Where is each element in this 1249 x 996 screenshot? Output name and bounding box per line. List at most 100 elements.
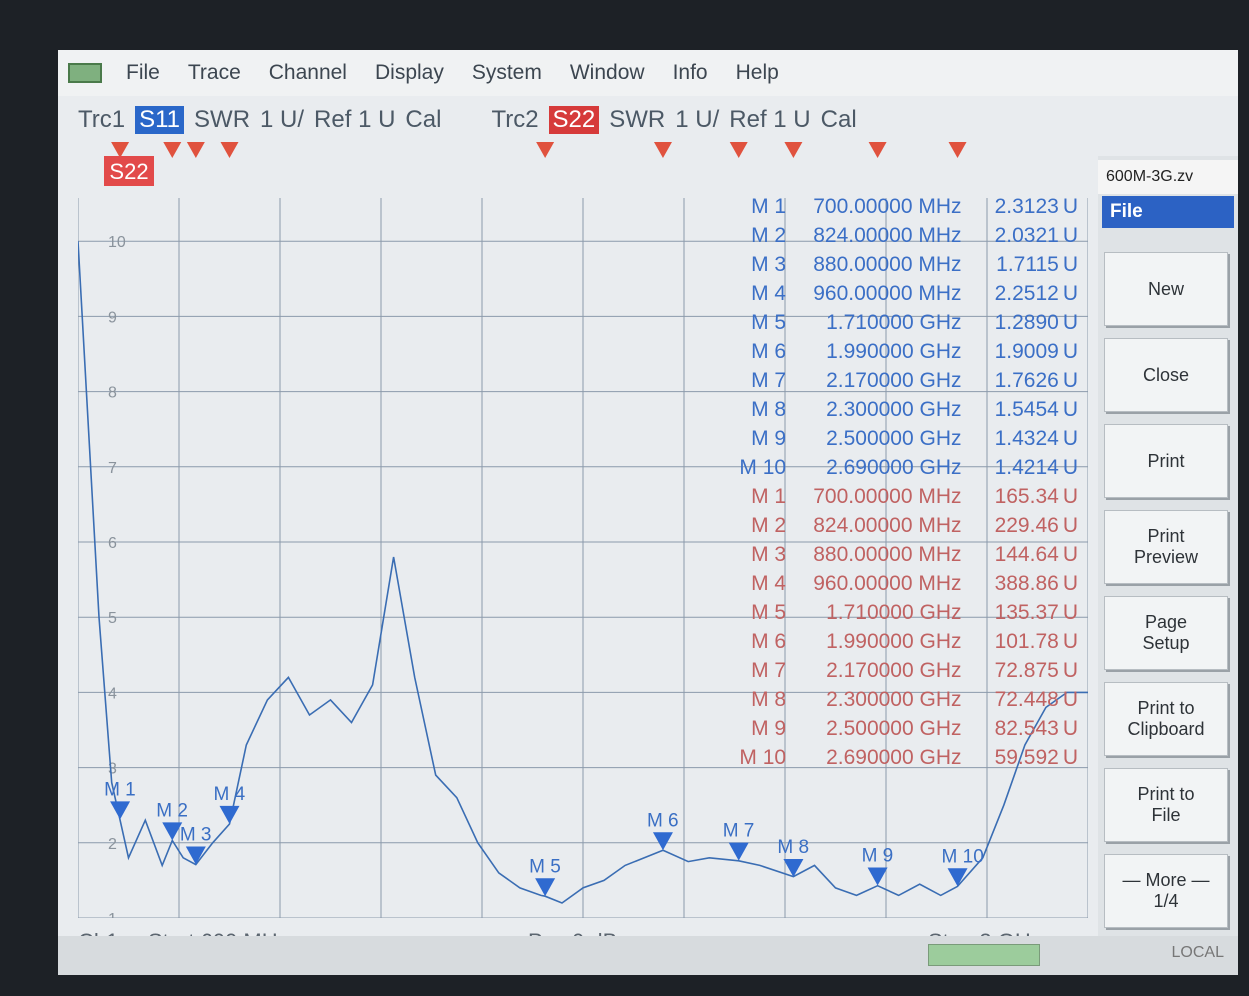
marker-value: 229.46 — [994, 514, 1059, 537]
marker-freq: 1.710000 GHz — [826, 601, 962, 624]
y-tick-label: 2 — [108, 836, 117, 853]
trace2-label[interactable]: Trc2 — [491, 106, 539, 133]
menu-info[interactable]: Info — [672, 61, 708, 84]
marker-row[interactable]: M 7 2.170000 GHz 72.875 U — [718, 656, 1078, 685]
marker-row[interactable]: M 4 960.00000 MHz 2.2512 U — [718, 279, 1078, 308]
marker-position-indicator — [111, 142, 130, 158]
page-setup-button[interactable]: Page Setup — [1104, 596, 1228, 670]
marker-freq: 700.00000 MHz — [813, 485, 962, 508]
marker-name: M 1 — [751, 485, 787, 508]
marker-row[interactable]: M 6 1.990000 GHz 1.9009 U — [718, 337, 1078, 366]
marker-row[interactable]: M 4 960.00000 MHz 388.86 U — [718, 569, 1078, 598]
marker-row[interactable]: M 8 2.300000 GHz 72.448 U — [718, 685, 1078, 714]
marker-unit: U — [1062, 746, 1078, 769]
marker-row[interactable]: M 2 824.00000 MHz 229.46 U — [718, 511, 1078, 540]
marker-position-indicator — [653, 142, 672, 158]
y-tick-label: 5 — [108, 610, 117, 627]
marker-triangle[interactable] — [867, 867, 888, 886]
vna-screen: File Trace Channel Display System Window… — [58, 50, 1238, 975]
marker-unit: U — [1062, 543, 1078, 566]
marker-freq: 2.300000 GHz — [826, 688, 962, 711]
marker-triangle[interactable] — [728, 842, 749, 861]
marker-unit: U — [1062, 485, 1078, 508]
marker-triangle[interactable] — [783, 858, 804, 877]
menu-system[interactable]: System — [471, 61, 542, 84]
trace1-label[interactable]: Trc1 — [78, 106, 126, 133]
marker-table: M 1 700.00000 MHz 2.3123 U M 2 824.00000 MHz 2… — [718, 192, 1078, 772]
marker-label: M 3 — [180, 824, 212, 845]
more-button[interactable]: — More — 1/4 — [1104, 854, 1228, 928]
marker-name: M 2 — [751, 224, 787, 247]
close-button[interactable]: Close — [1104, 338, 1228, 412]
new-button[interactable]: New — [1104, 252, 1228, 326]
trace1-ref[interactable]: Ref 1 U — [314, 106, 396, 133]
marker-row[interactable]: M 2 824.00000 MHz 2.0321 U — [718, 221, 1078, 250]
trace2-scale[interactable]: 1 U/ — [675, 106, 720, 133]
marker-triangle[interactable] — [652, 832, 673, 851]
marker-row[interactable]: M 10 2.690000 GHz 1.4214 U — [718, 453, 1078, 482]
marker-triangle[interactable] — [110, 801, 131, 820]
marker-freq: 2.690000 GHz — [826, 746, 962, 769]
marker-position-indicator — [186, 142, 205, 158]
marker-row[interactable]: M 9 2.500000 GHz 82.543 U — [718, 714, 1078, 743]
marker-value: 1.4324 — [994, 427, 1059, 450]
marker-row[interactable]: M 3 880.00000 MHz 1.7115 U — [718, 250, 1078, 279]
trace2-ref[interactable]: Ref 1 U — [729, 106, 811, 133]
marker-name: M 6 — [751, 340, 787, 363]
marker-row[interactable]: M 9 2.500000 GHz 1.4324 U — [718, 424, 1078, 453]
swr-chart[interactable]: 12345678910 M 1M 2M 3M 4M 5M 6M 7M 8M 9M… — [78, 138, 1088, 918]
trace-line-s11 — [78, 241, 1088, 904]
y-tick-label: 1 — [108, 911, 117, 918]
marker-freq: 2.690000 GHz — [826, 456, 962, 479]
marker-row[interactable]: M 5 1.710000 GHz 135.37 U — [718, 598, 1078, 627]
marker-position-indicator — [784, 142, 803, 158]
marker-name: M 10 — [739, 456, 787, 479]
print-button[interactable]: Print — [1104, 424, 1228, 498]
marker-triangle[interactable] — [185, 846, 206, 865]
marker-row[interactable]: M 3 880.00000 MHz 144.64 U — [718, 540, 1078, 569]
marker-row[interactable]: M 5 1.710000 GHz 1.2890 U — [718, 308, 1078, 337]
marker-label: M 2 — [156, 800, 188, 821]
marker-value: 388.86 — [994, 572, 1059, 595]
print-preview-button[interactable]: Print Preview — [1104, 510, 1228, 584]
marker-row[interactable]: M 7 2.170000 GHz 1.7626 U — [718, 366, 1078, 395]
trace1-format[interactable]: SWR — [194, 106, 251, 133]
marker-row[interactable]: M 1 700.00000 MHz 165.34 U — [718, 482, 1078, 511]
marker-unit: U — [1062, 688, 1078, 711]
marker-freq: 2.170000 GHz — [826, 369, 962, 392]
marker-name: M 10 — [739, 746, 787, 769]
trace2-param-badge[interactable]: S22 — [548, 106, 600, 134]
menu-display[interactable]: Display — [374, 61, 444, 84]
marker-value: 144.64 — [994, 543, 1059, 566]
marker-name: M 6 — [751, 630, 787, 653]
active-trace-badge-bg — [104, 156, 154, 186]
menu-help[interactable]: Help — [735, 61, 779, 84]
marker-position-indicator — [868, 142, 887, 158]
trace1-scale[interactable]: 1 U/ — [260, 106, 305, 133]
trace2-cal: Cal — [820, 106, 857, 133]
marker-freq: 700.00000 MHz — [813, 195, 962, 218]
marker-row[interactable]: M 1 700.00000 MHz 2.3123 U — [718, 192, 1078, 221]
marker-triangle[interactable] — [162, 822, 183, 841]
trace2-format[interactable]: SWR — [609, 106, 666, 133]
print-to-file-button[interactable]: Print to File — [1104, 768, 1228, 842]
status-bar: LOCAL — [58, 936, 1238, 975]
active-trace-badge[interactable]: S22 — [109, 159, 148, 184]
menu-channel[interactable]: Channel — [268, 61, 347, 84]
marker-triangle[interactable] — [535, 878, 556, 897]
marker-value: 2.0321 — [994, 224, 1059, 247]
marker-row[interactable]: M 8 2.300000 GHz 1.5454 U — [718, 395, 1078, 424]
menu-trace[interactable]: Trace — [187, 61, 241, 84]
marker-row[interactable]: M 10 2.690000 GHz 59.592 U — [718, 743, 1078, 772]
menu-window[interactable]: Window — [569, 61, 645, 84]
print-to-clipboard-button[interactable]: Print to Clipboard — [1104, 682, 1228, 756]
marker-name: M 9 — [751, 717, 787, 740]
marker-row[interactable]: M 6 1.990000 GHz 101.78 U — [718, 627, 1078, 656]
app-icon — [68, 63, 102, 83]
marker-triangle[interactable] — [219, 805, 240, 824]
marker-triangle[interactable] — [947, 868, 968, 887]
menu-file[interactable]: File — [126, 61, 160, 84]
trace1-param-badge[interactable]: S11 — [135, 106, 185, 134]
marker-unit: U — [1062, 282, 1078, 305]
marker-freq: 2.300000 GHz — [826, 398, 962, 421]
